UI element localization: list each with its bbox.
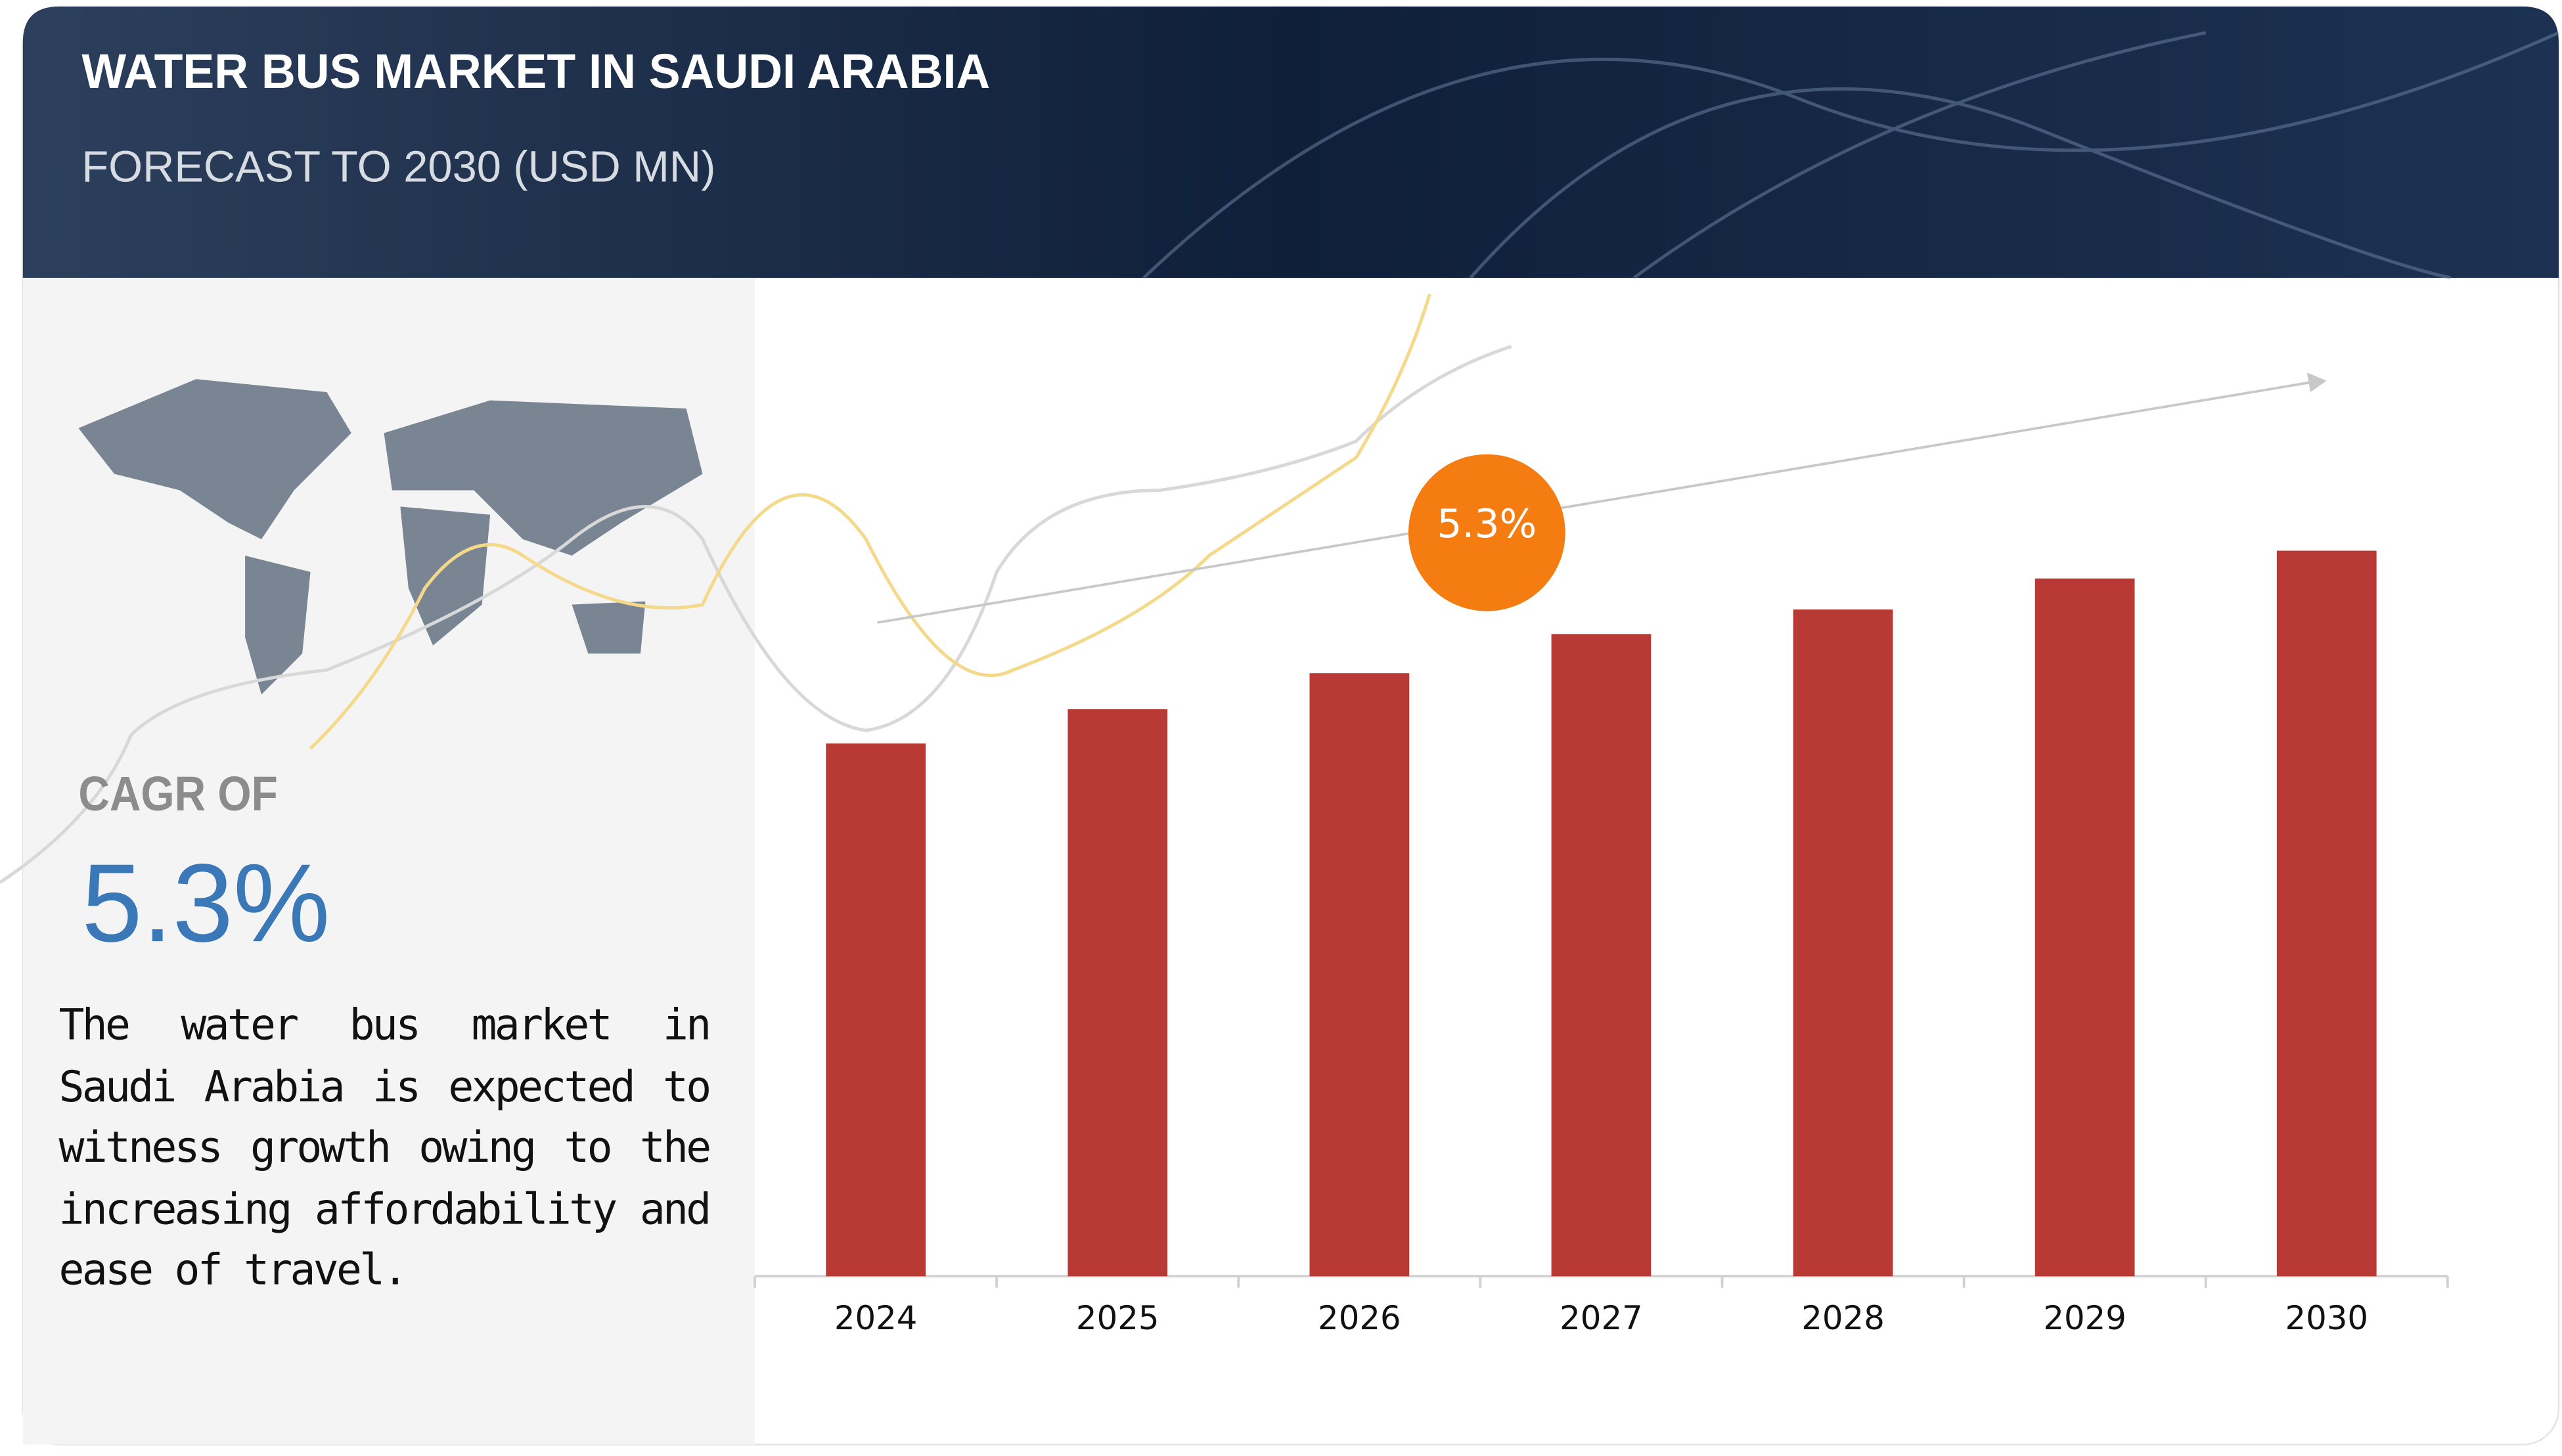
header-decoration xyxy=(1142,31,2559,280)
x-tick-label: 2028 xyxy=(1801,1299,1885,1337)
bar xyxy=(1551,634,1652,1277)
decor-curve xyxy=(0,345,1512,884)
cagr-badge-label: 5.3% xyxy=(1437,502,1537,547)
plot: 2024 2025 2026 2027 2028 2029 2030 xyxy=(753,550,2449,1337)
decor-curve xyxy=(309,294,1431,750)
cagr-value: 5.3% xyxy=(81,841,330,965)
bar xyxy=(826,743,926,1277)
x-tick-label: 2027 xyxy=(1560,1299,1643,1337)
bar xyxy=(1793,609,1893,1277)
cagr-badge xyxy=(1408,454,1565,611)
description: The water bus market in Saudi Arabia is … xyxy=(58,1002,712,1296)
x-tick-label: 2024 xyxy=(834,1299,918,1337)
bar xyxy=(2034,578,2135,1277)
x-tick-label: 2029 xyxy=(2043,1299,2126,1337)
header-band xyxy=(22,6,2559,278)
x-tick-label: 2026 xyxy=(1318,1299,1401,1337)
bar xyxy=(1309,673,1410,1277)
x-tick-label: 2030 xyxy=(2285,1299,2368,1337)
bar xyxy=(2276,550,2377,1277)
chart-title: WATER BUS MARKET IN SAUDI ARABIA xyxy=(81,43,990,99)
x-tick-label: 2025 xyxy=(1076,1299,1159,1337)
bar xyxy=(1068,709,1168,1277)
trend-arrowhead xyxy=(2306,372,2327,393)
chart-subtitle: FORECAST TO 2030 (USD MN) xyxy=(81,142,715,191)
trend-arrow xyxy=(877,379,2321,624)
world-map xyxy=(78,379,703,695)
cagr-label: CAGR OF xyxy=(78,766,277,821)
